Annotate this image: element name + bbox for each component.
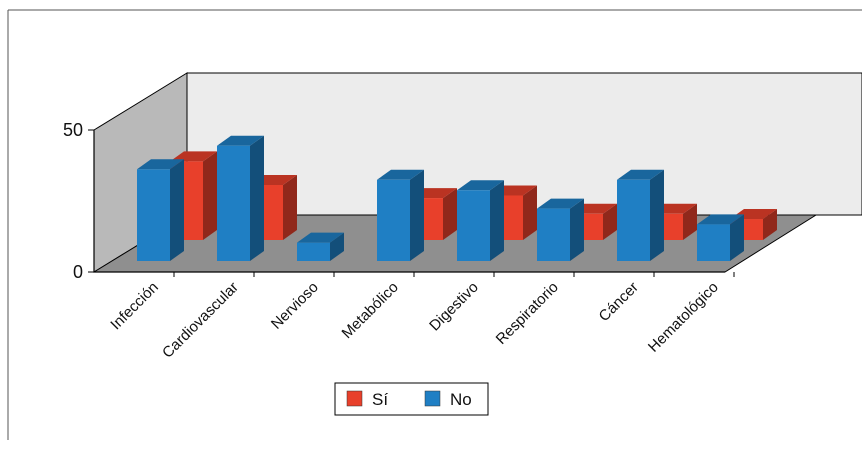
category-label-1: Cardiovascular [159, 279, 242, 362]
legend-swatch-si [346, 390, 363, 407]
bar-no-0 [137, 159, 184, 261]
bar-no-2 [297, 232, 344, 261]
bar-no-4 [457, 180, 504, 261]
bar-si-0 [170, 151, 217, 240]
bar-no-5 [537, 198, 584, 261]
bar-no-6 [617, 169, 664, 261]
y-tick-label-1: 50 [63, 120, 83, 140]
bar-no-7 [697, 214, 744, 261]
y-tick-label-0: 0 [73, 262, 83, 282]
legend-label-si: Sí [372, 390, 388, 409]
category-label-6: Cáncer [596, 279, 642, 325]
category-label-0: Infección [107, 279, 161, 333]
legend: Sí No [334, 382, 489, 416]
category-label-4: Digestivo [426, 279, 482, 335]
bar-no-1 [217, 135, 264, 261]
category-label-5: Respiratorio [493, 279, 562, 348]
legend-label-no: No [450, 390, 472, 409]
bar-no-3 [377, 169, 424, 261]
category-label-2: Nervioso [268, 279, 322, 333]
category-label-7: Hematológico [645, 279, 722, 356]
category-label-3: Metabólico [339, 279, 402, 342]
legend-swatch-no [424, 390, 441, 407]
